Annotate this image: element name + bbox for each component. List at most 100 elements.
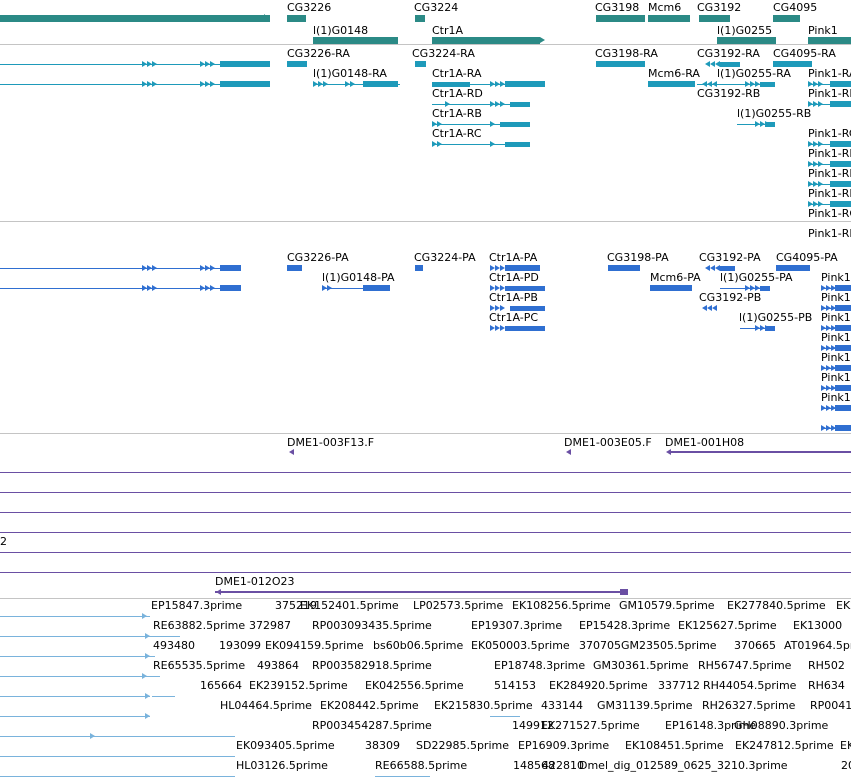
feature-label-genes[interactable]: l(1)G0148 [313, 24, 369, 37]
feature-label-cds[interactable]: Pink1-PF [821, 371, 851, 384]
feature-label-cds[interactable]: CG3198-PA [607, 251, 669, 264]
est-label[interactable]: 337712 [658, 679, 700, 692]
est-label[interactable]: RE66588.5prime [375, 759, 468, 772]
est-label[interactable]: EK094159.5prime [265, 639, 364, 652]
feature-label-cds[interactable]: CG3226-PA [287, 251, 349, 264]
feature-label-cds[interactable]: l(1)G0148-PA [322, 271, 395, 284]
feature-label-mrna[interactable]: CG3192-RA [697, 47, 760, 60]
feature-label-cds[interactable]: l(1)G0255-PB [739, 311, 813, 324]
est-label[interactable]: EK125627.5prime [678, 619, 777, 632]
est-label[interactable]: bs60b06.5prime [373, 639, 464, 652]
est-label[interactable]: EK042556.5prime [365, 679, 464, 692]
feature-label-mrna[interactable]: l(1)G0255-RA [717, 67, 791, 80]
est-label[interactable]: 493864 [257, 659, 299, 672]
feature-label-genes[interactable]: Ctr1A [432, 24, 464, 37]
feature-label-mrna[interactable]: Pink1-RF [808, 187, 851, 200]
feature-label-mrna[interactable]: CG4095-RA [773, 47, 836, 60]
est-label[interactable]: 370665 [734, 639, 776, 652]
est-label[interactable]: EK [840, 739, 851, 752]
feature-label-mrna[interactable]: Mcm6-RA [648, 67, 700, 80]
est-label[interactable]: EK050003.5prime [471, 639, 570, 652]
est-label[interactable]: 372987 [249, 619, 291, 632]
est-label[interactable]: EP15428.3prime [579, 619, 671, 632]
feature-label-cds[interactable]: CG3192-PA [699, 251, 761, 264]
feature-label-cds[interactable]: CG3224-PA [414, 251, 476, 264]
est-label[interactable]: GH08890.3prime [734, 719, 829, 732]
feature-label-cds[interactable]: Ctr1A-PA [489, 251, 538, 264]
est-label[interactable]: EP16909.3prime [518, 739, 610, 752]
est-label[interactable]: RH502 [808, 659, 845, 672]
est-label[interactable]: GM30361.5prime [593, 659, 689, 672]
est-label[interactable]: EK093405.5prime [236, 739, 335, 752]
feature-label-cds[interactable]: Pink1-PD [821, 331, 851, 344]
est-label[interactable]: 38309 [365, 739, 400, 752]
feature-label-mrna[interactable]: l(1)G0255-RB [737, 107, 812, 120]
feature-label-mrna[interactable]: CG3226-RA [287, 47, 350, 60]
est-label[interactable]: 148568 [513, 759, 555, 772]
est-label[interactable]: SD22985.5prime [416, 739, 509, 752]
est-label[interactable]: 514153 [494, 679, 536, 692]
feature-label-mrna[interactable]: CG3198-RA [595, 47, 658, 60]
est-label[interactable]: EK239152.5prime [249, 679, 348, 692]
est-label[interactable]: 370705 [579, 639, 621, 652]
est-label[interactable]: EK247812.5prime [735, 739, 834, 752]
feature-label-mrna[interactable]: CG3224-RA [412, 47, 475, 60]
feature-label-genes[interactable]: CG3226 [287, 1, 332, 14]
est-label[interactable]: GM31139.5prime [597, 699, 693, 712]
feature-label-cds[interactable]: Ctr1A-PD [489, 271, 539, 284]
est-label[interactable]: GM23505.5prime [621, 639, 717, 652]
est-label[interactable]: RE65535.5prime [153, 659, 246, 672]
est-label[interactable]: EP18748.3prime [494, 659, 586, 672]
est-label[interactable]: RE63882.5prime [153, 619, 246, 632]
est-label[interactable]: Dmel_dig_012589_0625_3210.3prime [579, 759, 788, 772]
est-label[interactable]: RP003454287.5prime [312, 719, 432, 732]
feature-label-cds[interactable]: Ctr1A-PB [489, 291, 538, 304]
feature-label-mrna[interactable]: Pink1-RG [808, 207, 851, 220]
feature-label-cds[interactable]: Mcm6-PA [650, 271, 701, 284]
feature-label-mrna[interactable]: Pink1-RH [808, 227, 851, 240]
feature-label-mrna[interactable]: Pink1-RC [808, 127, 851, 140]
feature-label-genes[interactable]: CG3198 [595, 1, 640, 14]
feature-label-mrna[interactable]: Pink1-RE [808, 167, 851, 180]
est-label[interactable]: 20 [841, 759, 851, 772]
feature-label-mrna[interactable]: Ctr1A-RD [432, 87, 483, 100]
feature-label-genes[interactable]: CG4095 [773, 1, 818, 14]
est-label[interactable]: RH44054.5prime [703, 679, 797, 692]
est-label[interactable]: EP15847.3prime [151, 599, 243, 612]
feature-label-cds[interactable]: Pink1-PA [821, 271, 851, 284]
feature-label-mrna[interactable]: Pink1-RA [808, 67, 851, 80]
feature-label-mrna[interactable]: Ctr1A-RA [432, 67, 482, 80]
est-label[interactable]: RH634 [808, 679, 845, 692]
est-label[interactable]: EK277840.5prime [727, 599, 826, 612]
feature-label-mrna[interactable]: l(1)G0148-RA [313, 67, 387, 80]
est-label[interactable]: EK108256.5prime [512, 599, 611, 612]
feature-label-clones[interactable]: DME1-003E05.F [564, 436, 652, 449]
feature-label-cds[interactable]: Pink1-PE [821, 351, 851, 364]
feature-label-mrna[interactable]: Ctr1A-RC [432, 127, 482, 140]
est-label[interactable]: EK271527.5prime [541, 719, 640, 732]
est-label[interactable]: GM10579.5prime [619, 599, 715, 612]
feature-label-mrna[interactable]: CG3192-RB [697, 87, 761, 100]
est-label[interactable]: RH26327.5prime [702, 699, 796, 712]
est-label[interactable]: EP16148.3prime [665, 719, 757, 732]
est-label[interactable]: EK215830.5prime [434, 699, 533, 712]
est-label[interactable]: 422810 [542, 759, 584, 772]
feature-label-cds[interactable]: Pink1-PC [821, 311, 851, 324]
est-label[interactable]: EK26 [836, 599, 851, 612]
est-label[interactable]: 493480 [153, 639, 195, 652]
feature-label-clones[interactable]: DME1-001H08 [665, 436, 745, 449]
feature-label-mrna[interactable]: Pink1-RB [808, 87, 851, 100]
feature-label-clones[interactable]: DME1-012O23 [215, 575, 295, 588]
feature-label-genes[interactable]: Mcm6 [648, 1, 682, 14]
est-label[interactable]: EK108451.5prime [625, 739, 724, 752]
est-label[interactable]: EK208442.5prime [320, 699, 419, 712]
feature-label-mrna[interactable]: Ctr1A-RB [432, 107, 482, 120]
est-label[interactable]: 375219 [275, 599, 317, 612]
feature-label-clones[interactable]: 2 [0, 535, 7, 548]
est-label[interactable]: HL03126.5prime [236, 759, 328, 772]
feature-label-genes[interactable]: Pink1 [808, 24, 838, 37]
feature-label-mrna[interactable]: Pink1-RD [808, 147, 851, 160]
feature-label-cds[interactable]: CG3192-PB [699, 291, 762, 304]
est-label[interactable]: RP0041 [810, 699, 851, 712]
est-label[interactable]: 193099 [219, 639, 261, 652]
